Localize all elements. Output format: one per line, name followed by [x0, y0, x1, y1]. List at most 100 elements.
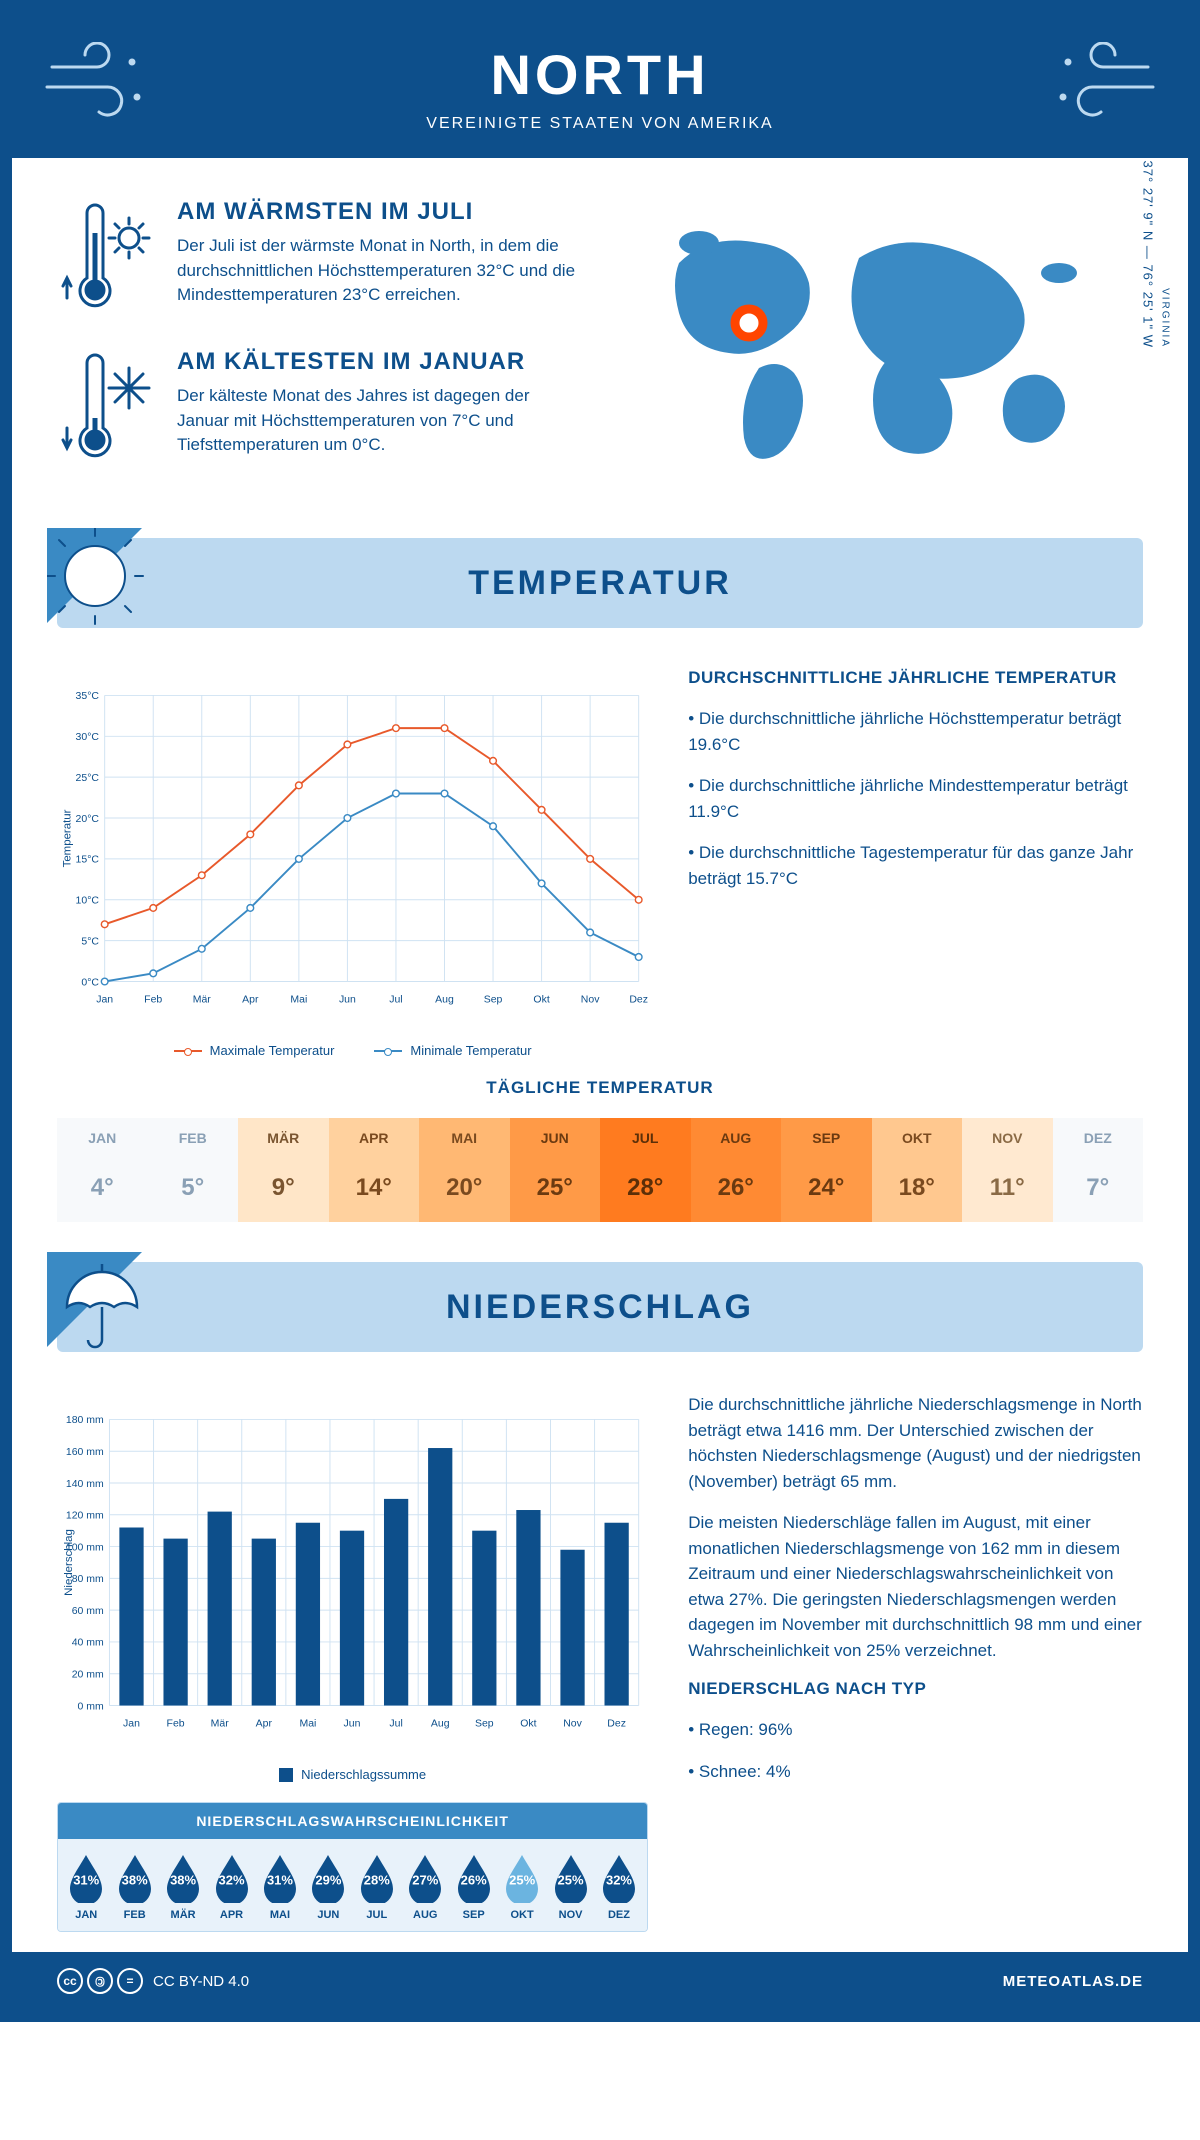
legend-min-label: Minimale Temperatur	[410, 1043, 531, 1058]
raindrop-icon: 28%	[357, 1851, 397, 1903]
precipitation-summary: Die durchschnittliche jährliche Niedersc…	[688, 1392, 1143, 1932]
svg-text:Nov: Nov	[581, 994, 600, 1005]
prob-cell: 25% NOV	[546, 1851, 594, 1921]
raindrop-icon: 32%	[599, 1851, 639, 1903]
svg-text:Jun: Jun	[339, 994, 356, 1005]
svg-text:0°C: 0°C	[81, 977, 99, 988]
coldest-title: AM KÄLTESTEN IM JANUAR	[177, 348, 585, 376]
raindrop-icon: 25%	[551, 1851, 591, 1903]
daily-temp-month: AUG	[691, 1118, 782, 1158]
svg-text:Nov: Nov	[563, 1718, 582, 1729]
daily-temp-value: 11°	[962, 1158, 1053, 1222]
daily-temp-month: SEP	[781, 1118, 872, 1158]
prob-value: 38%	[122, 1872, 148, 1887]
prob-value: 25%	[509, 1872, 535, 1887]
prob-month: JAN	[62, 1909, 110, 1921]
prob-cell: 38% FEB	[110, 1851, 158, 1921]
prob-value: 28%	[364, 1872, 390, 1887]
daily-temp-value: 4°	[57, 1158, 148, 1222]
prob-value: 27%	[412, 1872, 438, 1887]
temp-bullet: • Die durchschnittliche jährliche Höchst…	[688, 706, 1143, 757]
daily-temp-cell: AUG26°	[691, 1118, 782, 1222]
raindrop-icon: 27%	[405, 1851, 445, 1903]
svg-text:0 mm: 0 mm	[78, 1701, 104, 1712]
prob-month: AUG	[401, 1909, 449, 1921]
daily-temp-cell: DEZ7°	[1053, 1118, 1144, 1222]
by-icon: 🄯	[87, 1968, 113, 1994]
legend-min: Minimale Temperatur	[374, 1043, 531, 1058]
cc-icons: cc 🄯 =	[57, 1968, 143, 1994]
temperature-summary: DURCHSCHNITTLICHE JÄHRLICHE TEMPERATUR •…	[688, 668, 1143, 1058]
precip-type-bullet: • Schnee: 4%	[688, 1759, 1143, 1785]
section-title-temperature: TEMPERATUR	[57, 564, 1143, 603]
svg-text:Apr: Apr	[256, 1718, 273, 1729]
svg-text:120 mm: 120 mm	[66, 1511, 104, 1522]
svg-text:Aug: Aug	[435, 994, 454, 1005]
legend-precip-label: Niederschlagssumme	[301, 1767, 426, 1782]
svg-text:Jun: Jun	[344, 1718, 361, 1729]
precipitation-area: 0 mm20 mm40 mm60 mm80 mm100 mm120 mm140 …	[12, 1352, 1188, 1952]
section-header-temperature: TEMPERATUR	[57, 538, 1143, 628]
thermometer-hot-icon	[57, 198, 157, 318]
svg-text:Apr: Apr	[242, 994, 259, 1005]
prob-value: 32%	[219, 1872, 245, 1887]
svg-text:15°C: 15°C	[76, 855, 100, 866]
prob-value: 26%	[461, 1872, 487, 1887]
svg-text:Dez: Dez	[629, 994, 648, 1005]
daily-temp-value: 5°	[148, 1158, 239, 1222]
world-map-icon	[615, 203, 1143, 493]
precip-p1: Die durchschnittliche jährliche Niedersc…	[688, 1392, 1143, 1494]
license-text: CC BY-ND 4.0	[153, 1973, 249, 1990]
prob-value: 32%	[606, 1872, 632, 1887]
daily-temp-month: JUL	[600, 1118, 691, 1158]
header: NORTH VEREINIGTE STAATEN VON AMERIKA	[12, 12, 1188, 158]
svg-text:Sep: Sep	[484, 994, 503, 1005]
legend-precip: Niederschlagssumme	[279, 1767, 426, 1782]
svg-text:35°C: 35°C	[76, 691, 100, 702]
svg-text:Okt: Okt	[520, 1718, 536, 1729]
coords-text: 37° 27' 9" N — 76° 25' 1" W	[1140, 161, 1155, 348]
wind-icon	[42, 42, 152, 122]
daily-temp-value: 20°	[419, 1158, 510, 1222]
prob-cell: 38% MÄR	[159, 1851, 207, 1921]
daily-temp-value: 9°	[238, 1158, 329, 1222]
prob-month: JUL	[353, 1909, 401, 1921]
raindrop-icon: 31%	[260, 1851, 300, 1903]
precip-p2: Die meisten Niederschläge fallen im Augu…	[688, 1510, 1143, 1663]
svg-text:40 mm: 40 mm	[72, 1638, 104, 1649]
temperature-area: 0°C5°C10°C15°C20°C25°C30°C35°CJanFebMärA…	[12, 628, 1188, 1078]
cc-icon: cc	[57, 1968, 83, 1994]
prob-cell: 27% AUG	[401, 1851, 449, 1921]
prob-month: APR	[207, 1909, 255, 1921]
precipitation-chart: 0 mm20 mm40 mm60 mm80 mm100 mm120 mm140 …	[57, 1392, 648, 1932]
wind-icon	[1048, 42, 1158, 122]
prob-cell: 32% APR	[207, 1851, 255, 1921]
coldest-text: AM KÄLTESTEN IM JANUAR Der kälteste Mona…	[177, 348, 585, 468]
sun-icon	[47, 528, 157, 638]
thermometer-cold-icon	[57, 348, 157, 468]
page-subtitle: VEREINIGTE STAATEN VON AMERIKA	[32, 115, 1168, 133]
prob-cell: 25% OKT	[498, 1851, 546, 1921]
prob-month: SEP	[449, 1909, 497, 1921]
svg-text:Okt: Okt	[533, 994, 549, 1005]
daily-temp-value: 25°	[510, 1158, 601, 1222]
svg-text:20 mm: 20 mm	[72, 1670, 104, 1681]
svg-text:80 mm: 80 mm	[72, 1574, 104, 1585]
temperature-chart: 0°C5°C10°C15°C20°C25°C30°C35°CJanFebMärA…	[57, 668, 648, 1058]
temp-summary-title: DURCHSCHNITTLICHE JÄHRLICHE TEMPERATUR	[688, 668, 1143, 688]
daily-temp-month: APR	[329, 1118, 420, 1158]
coordinates: VIRGINIA 37° 27' 9" N — 76° 25' 1" W	[1140, 161, 1170, 348]
svg-text:Dez: Dez	[607, 1718, 626, 1729]
prob-value: 29%	[315, 1872, 341, 1887]
daily-temp-title: TÄGLICHE TEMPERATUR	[57, 1078, 1143, 1098]
daily-temp-cell: JUL28°	[600, 1118, 691, 1222]
prob-month: JUN	[304, 1909, 352, 1921]
daily-temp-month: JAN	[57, 1118, 148, 1158]
daily-temp-month: MAI	[419, 1118, 510, 1158]
prob-value: 31%	[267, 1872, 293, 1887]
prob-month: NOV	[546, 1909, 594, 1921]
daily-temp-value: 18°	[872, 1158, 963, 1222]
svg-text:Feb: Feb	[144, 994, 162, 1005]
raindrop-icon: 25%	[502, 1851, 542, 1903]
prob-cell: 28% JUL	[353, 1851, 401, 1921]
